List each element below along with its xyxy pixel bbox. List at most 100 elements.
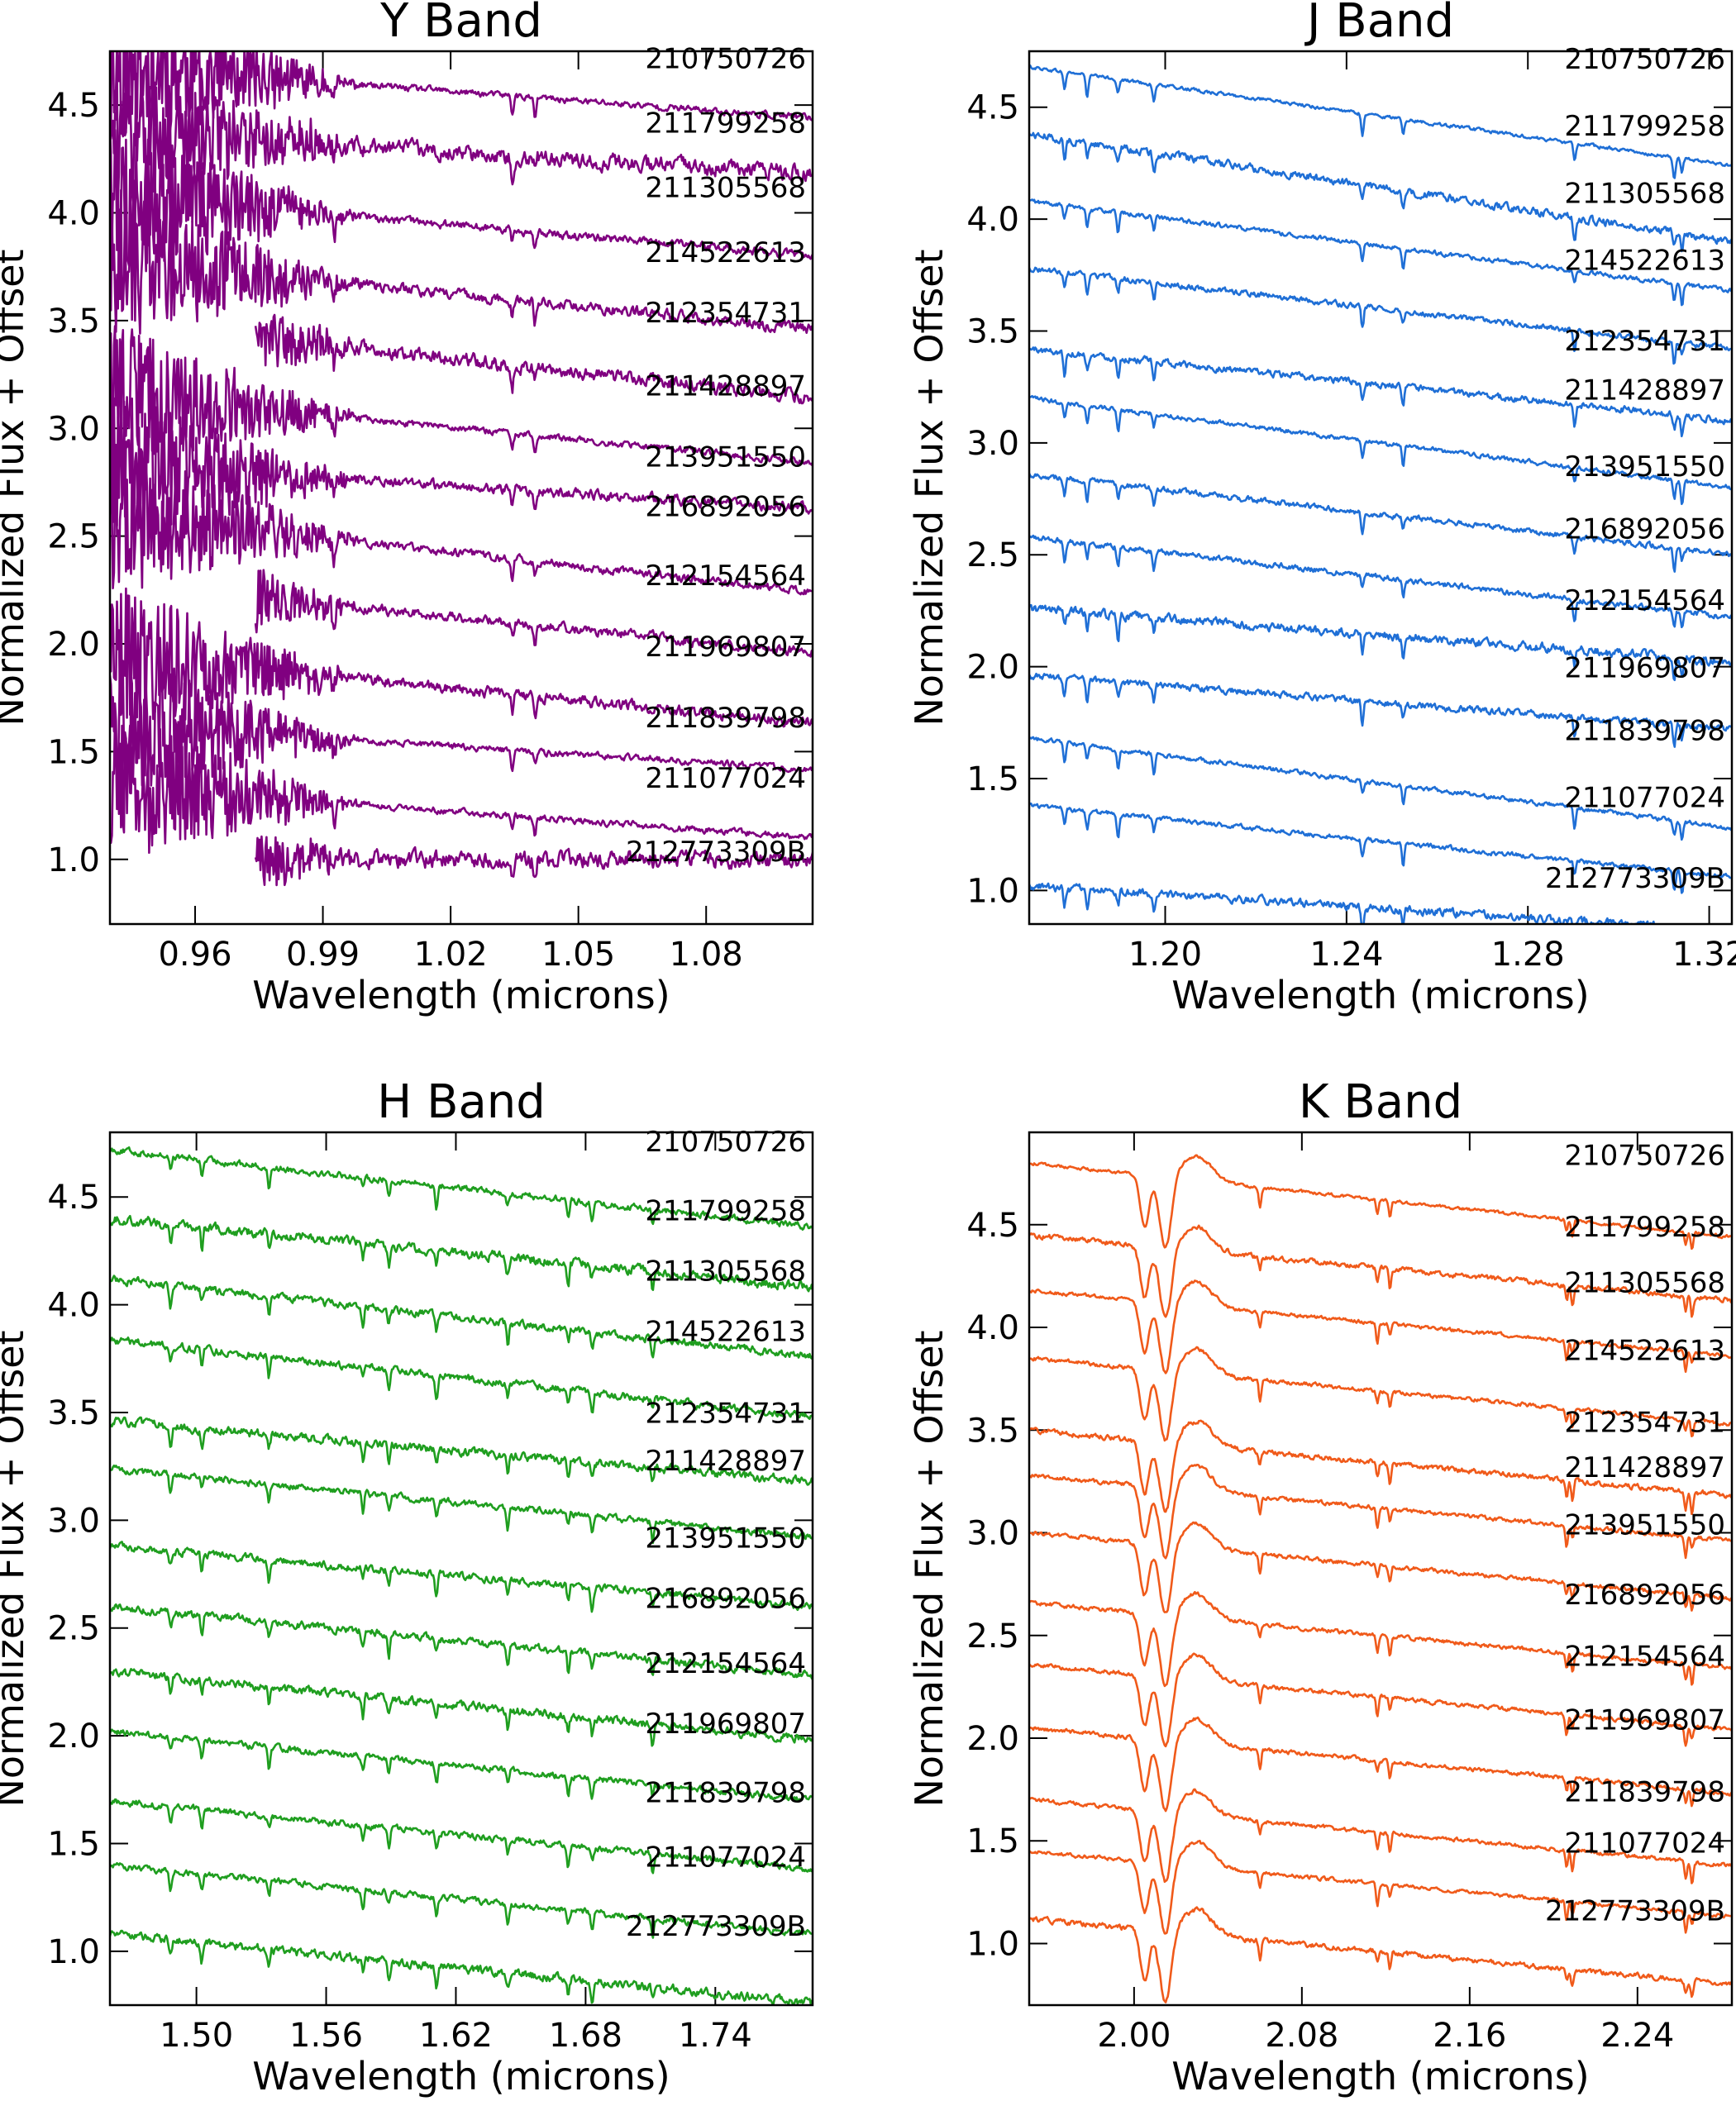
series-label: 211305568 [1564,177,1725,210]
series-label: 211077024 [645,1841,806,1875]
spectrum-line [1029,736,1732,841]
spectrum-line [1029,672,1732,748]
spectrum-line [1029,473,1732,573]
series-label: 211839798 [645,702,806,735]
y-tick-label: 4.0 [47,195,100,233]
series-label: 216892056 [645,1583,806,1616]
x-tick-label: 1.02 [414,936,488,974]
panel-title: J Band [1304,0,1454,48]
spectrum-line [110,397,813,532]
y-tick-label: 3.0 [47,410,100,448]
spectrum-line [110,1929,813,2005]
series-label: 211799258 [645,1194,806,1227]
spectrum-line [110,51,813,135]
x-tick-label: 1.62 [419,2017,493,2055]
series-label: 212354731 [1564,1406,1725,1439]
series-label: 213951550 [1564,450,1725,484]
y-axis-label: Normalized Flux + Offset [0,249,32,726]
x-axis-label: Wavelength (microns) [1171,2054,1589,2099]
spectrum-line [1029,1154,1732,1251]
spectrum-line [110,1603,813,1680]
spectrum-line [110,1416,813,1486]
spectrum-line [110,455,813,596]
spectrum-line [1029,802,1732,894]
spectrum-line [1029,1521,1732,1613]
spectrum-line [110,1214,813,1293]
spectrum-line [254,569,813,658]
series-label: 211839798 [1564,714,1725,747]
series-label: 213951550 [1564,1509,1725,1542]
spectrum-line [110,713,813,854]
y-tick-label: 1.0 [47,841,100,879]
series-label: 212773309B [626,1910,806,1943]
series-label: 211305568 [1564,1266,1725,1299]
series-label: 214522613 [645,1315,806,1348]
series-label: 211969807 [1564,1704,1725,1737]
spectrum-line [110,1668,813,1747]
y-tick-label: 4.5 [47,87,100,125]
spectrum-line [1029,534,1732,629]
y-tick-label: 2.0 [966,649,1019,687]
axes-frame [1028,50,1734,926]
panel-title: H Band [377,1075,546,1129]
spectrum-line [1029,198,1732,307]
series-label: 210750726 [1564,1139,1725,1172]
series-label: 213951550 [645,1522,806,1556]
y-tick-label: 4.0 [966,201,1019,239]
y-tick-label: 3.0 [966,1515,1019,1553]
axes-frame [108,50,814,926]
x-tick-label: 1.74 [679,2017,752,2055]
k-band-panel: K Band Wavelength (microns) Normalized Flu… [907,1075,1734,2099]
axes-frame [1028,1131,1734,2007]
x-axis-label: Wavelength (microns) [1171,973,1589,1017]
y-tick-label: 4.5 [47,1179,100,1217]
series-label: 212154564 [1564,1641,1725,1674]
y-tick-label: 1.5 [966,760,1019,798]
x-tick-label: 0.96 [158,936,231,974]
y-tick-label: 4.5 [966,1207,1019,1245]
y-axis-label: Normalized Flux + Offset [907,249,951,726]
y-tick-label: 1.0 [966,1925,1019,1963]
series-label: 212354731 [645,297,806,330]
spectrum-line [1029,1906,1732,2003]
series-label: 211839798 [1564,1776,1725,1809]
series-label: 214522613 [645,236,806,269]
series-label: 211969807 [645,1708,806,1741]
spectrum-line [1029,1716,1732,1813]
spectrum-line [254,835,813,887]
spectrum-line [110,1336,813,1420]
spectrum-line [1029,131,1732,253]
y-tick-label: 4.5 [966,89,1019,127]
y-tick-label: 2.5 [47,1610,100,1648]
spectrum-line [1029,266,1732,365]
x-tick-label: 1.32 [1672,936,1736,974]
series-label: 211799258 [645,107,806,140]
spectrum-line [110,1146,813,1231]
spectrum-line [110,1465,813,1545]
series-label: 216892056 [1564,1579,1725,1612]
x-axis-label: Wavelength (microns) [252,2054,670,2099]
spectrum-line [110,1728,813,1802]
y-tick-label: 3.0 [966,425,1019,463]
spectrum-line [1029,1224,1732,1318]
spectrum-line [1029,1346,1732,1442]
series-label: 211428897 [645,1445,806,1478]
spectrum-line [110,1274,813,1360]
series-label: 213951550 [645,441,806,474]
series-label: 211799258 [1564,1211,1725,1244]
y-tick-label: 1.0 [47,1933,100,1971]
x-axis-label: Wavelength (microns) [252,973,670,1017]
y-tick-label: 1.0 [966,872,1019,910]
x-tick-label: 1.56 [289,2017,363,2055]
spectrum-line [1029,394,1732,506]
x-tick-label: 0.99 [286,936,360,974]
series-label: 211969807 [645,631,806,664]
spectrum-line [110,655,813,794]
y-tick-label: 2.0 [966,1720,1019,1758]
series-label: 211305568 [645,172,806,205]
y-tick-label: 2.5 [47,518,100,556]
series-label: 211799258 [1564,110,1725,143]
y-tick-label: 1.5 [47,1825,100,1863]
x-tick-label: 2.16 [1433,2017,1506,2055]
